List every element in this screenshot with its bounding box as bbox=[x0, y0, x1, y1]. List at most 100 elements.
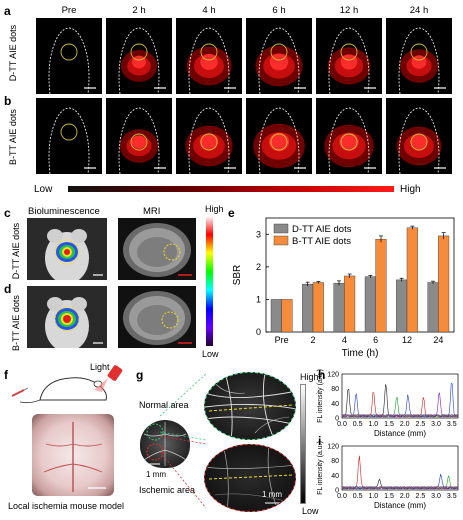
colorbar-g bbox=[300, 384, 306, 504]
x-tick-label: 3.0 bbox=[431, 421, 441, 428]
colorbar-g-low: Low bbox=[302, 506, 319, 516]
profile-line bbox=[341, 486, 458, 490]
legend-swatch bbox=[273, 235, 289, 246]
row-label-c: D-TT AIE dots bbox=[11, 222, 21, 280]
legend-swatch bbox=[273, 223, 289, 234]
row-label-d: B-TT AIE dots bbox=[11, 295, 21, 351]
x-tick-label: Pre bbox=[275, 335, 289, 345]
fluorescence-image-a bbox=[36, 18, 102, 94]
profile-line bbox=[341, 382, 459, 418]
bar bbox=[364, 276, 376, 333]
x-tick-label: 0.0 bbox=[337, 421, 347, 428]
zoom-connector-lines bbox=[159, 373, 207, 509]
x-tick-label: 1.0 bbox=[368, 493, 378, 500]
panel-label-a: a bbox=[4, 4, 11, 18]
header-bioluminescence: Bioluminescence bbox=[28, 206, 100, 217]
plot-frame bbox=[341, 373, 459, 419]
colorbar-cd-high: High bbox=[205, 204, 224, 214]
bar bbox=[270, 299, 282, 333]
legend-label: B-TT AIE dots bbox=[292, 236, 351, 247]
x-tick-label: 2.5 bbox=[416, 421, 426, 428]
x-tick-label: 2.0 bbox=[400, 421, 410, 428]
light-label: Light bbox=[90, 362, 110, 372]
mri-image-c bbox=[118, 218, 196, 280]
profile-line bbox=[341, 384, 459, 418]
ischemic-area-profile-chart: 0 40 80 120 0.0 0.5 1.0 1.5 2.0 2.5 3.0 3.5 Distance… bbox=[317, 441, 459, 510]
y-tick-label: 80 bbox=[331, 386, 339, 393]
mouse-illustration bbox=[11, 365, 123, 404]
x-tick-label: 0.5 bbox=[353, 493, 363, 500]
y-tick-label: 1 bbox=[256, 294, 261, 304]
fluorescence-image-a bbox=[246, 18, 312, 94]
x-tick-label: 2 bbox=[310, 335, 315, 345]
panel-label-b: b bbox=[4, 94, 12, 108]
y-tick-label: 40 bbox=[331, 473, 339, 480]
fluorescence-image-a bbox=[176, 18, 242, 94]
timepoint-header: Pre bbox=[61, 5, 77, 16]
fluorescence-image-a bbox=[316, 18, 382, 94]
timepoint-header: 4 h bbox=[202, 5, 216, 16]
bar bbox=[375, 238, 387, 333]
profile-line bbox=[341, 392, 458, 418]
fluorescence-image-a bbox=[386, 18, 452, 94]
fluorescence-image-a bbox=[106, 18, 172, 94]
x-tick-label: 6 bbox=[373, 335, 378, 345]
ischemia-model-caption: Local ischemia mouse model bbox=[8, 501, 125, 511]
x-tick-label: 1.5 bbox=[384, 421, 394, 428]
header-mri: MRI bbox=[143, 206, 161, 217]
x-tick-label: 4 bbox=[342, 335, 347, 345]
fluorescence-image-b bbox=[176, 98, 242, 174]
normal-area-label: Normal area bbox=[139, 400, 189, 410]
panel-label-d: d bbox=[4, 282, 12, 296]
colorbar-cd bbox=[206, 216, 213, 346]
x-tick-label: 24 bbox=[433, 335, 443, 345]
fluorescence-image-b bbox=[36, 98, 102, 174]
x-axis-label: Distance (mm) bbox=[374, 501, 426, 510]
bioluminescence-image-c bbox=[27, 218, 107, 280]
panel-label-h: h bbox=[318, 368, 326, 382]
fluorescence-image-b bbox=[316, 98, 382, 174]
y-tick-label: 0 bbox=[335, 416, 339, 423]
bar bbox=[427, 282, 439, 333]
fluorescence-image-b bbox=[106, 98, 172, 174]
bar bbox=[438, 235, 450, 333]
x-axis-label: Time (h) bbox=[342, 348, 379, 359]
x-tick-label: 1.0 bbox=[368, 421, 378, 428]
x-tick-label: 12 bbox=[402, 335, 412, 345]
timepoint-header: 2 h bbox=[132, 5, 146, 16]
bar bbox=[302, 283, 314, 333]
plot-frame bbox=[341, 445, 459, 491]
x-tick-label: 2.0 bbox=[400, 493, 410, 500]
legend-label: D-TT AIE dots bbox=[292, 224, 352, 235]
profile-line bbox=[341, 475, 459, 490]
y-axis-label: SBR bbox=[232, 265, 243, 286]
ischemic-area-zoom-image bbox=[204, 444, 296, 512]
normal-area-zoom-image bbox=[204, 372, 296, 440]
y-tick-label: 120 bbox=[327, 372, 339, 379]
y-tick-label: 0 bbox=[335, 488, 339, 495]
ischemic-area-label: Ischemic area bbox=[139, 485, 196, 495]
colorbar-g-high: High bbox=[300, 372, 319, 382]
fluorescence-image-b bbox=[386, 98, 452, 174]
bar bbox=[396, 279, 408, 333]
bar bbox=[333, 282, 345, 333]
bar bbox=[312, 282, 324, 333]
row-label-b: B-TT AIE dots bbox=[8, 109, 18, 165]
y-axis-label: FL intensity (a.u.) bbox=[317, 441, 324, 495]
y-tick-label: 0 bbox=[256, 327, 261, 337]
timepoint-header: 24 h bbox=[409, 5, 429, 16]
x-tick-label: 3.0 bbox=[431, 493, 441, 500]
timepoint-header: 6 h bbox=[272, 5, 286, 16]
profile-line bbox=[341, 455, 459, 490]
x-tick-label: 1.5 bbox=[384, 493, 394, 500]
colorbar-ab-low: Low bbox=[34, 184, 53, 195]
plot-frame bbox=[265, 217, 455, 333]
bar bbox=[406, 227, 418, 333]
mri-image-d bbox=[118, 286, 196, 348]
y-tick-label: 3 bbox=[256, 229, 261, 239]
panel-label-f: f bbox=[4, 368, 8, 382]
bioluminescence-image-d bbox=[27, 286, 107, 348]
whole-brain-vascular-image bbox=[140, 420, 190, 468]
x-tick-label: 0.0 bbox=[337, 493, 347, 500]
scale-bar-big-label: 1 mm bbox=[262, 490, 282, 499]
